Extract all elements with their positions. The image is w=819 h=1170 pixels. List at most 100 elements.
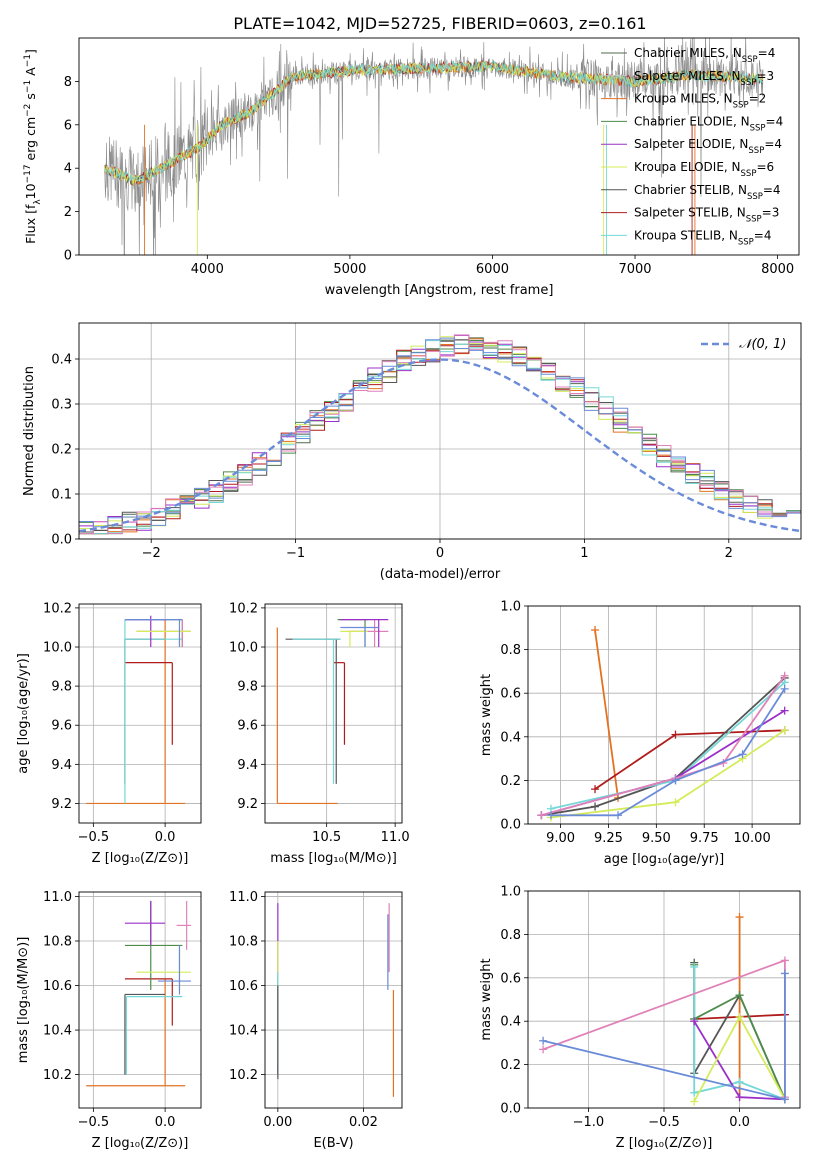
legend-text: Salpeter ELODIE, N: [634, 137, 748, 151]
series-marker-ks: [690, 1088, 699, 1097]
y-axis-label-part: −2: [23, 104, 33, 117]
x-axis-label: (data-model)/error: [380, 567, 501, 582]
series-line-km: [594, 629, 619, 798]
x-tick-label: 0.0: [155, 1115, 176, 1130]
y-tick-label: 10.8: [43, 934, 72, 949]
plot-area: [276, 619, 389, 805]
spectrum-panel: 4000 5000 6000 7000 8000 0 2 4 6 8 wavelength [Ang…: [23, 37, 800, 298]
legend-text: Kroupa ELODIE, N: [634, 160, 741, 174]
legend-sub: SSP: [746, 215, 762, 225]
series-marker-ks: [690, 962, 699, 971]
legend-entry: Chabrier MILES, NSSP=4: [634, 46, 775, 65]
mass-vs-ebv-panel: 0.00 0.02 10.2 10.4 10.6 10.8 11.0 E(B-V): [229, 890, 403, 1151]
axes-frame: [264, 603, 403, 824]
x-tick-label: 0.0: [155, 830, 176, 845]
y-axis-label: Flux [fλ10−17 erg cm−2 s−1 A−1]: [23, 49, 43, 244]
series-marker-pink: [780, 956, 789, 965]
spectrum-data-line: [104, 38, 764, 255]
series-line-ks: [693, 967, 786, 1101]
series-marker-blue: [780, 969, 789, 978]
x-tick-label: 10.00: [734, 831, 771, 846]
legend-text: Salpeter MILES, N: [634, 69, 741, 83]
legend-sub: SSP: [748, 146, 764, 156]
axes: −1.0 −0.5 0.0 0.0 0.2 0.4 0.6 0.8 1.0 Z [log₁₀(Z/…: [479, 885, 801, 1151]
legend-entry: Salpeter ELODIE, NSSP=4: [634, 137, 782, 156]
series-marker-pink: [780, 671, 789, 680]
series-marker-ke: [735, 1012, 744, 1021]
series-marker-km: [591, 625, 600, 634]
grid: [528, 890, 800, 1109]
legend-sub: SSP: [750, 123, 766, 133]
y-tick-label: 0.2: [500, 774, 521, 789]
y-axis-label-part: erg cm: [23, 117, 38, 165]
y-tick-label: 1.0: [500, 600, 521, 615]
series-marker-pink: [537, 811, 546, 820]
y-tick-label: 0.8: [500, 928, 521, 943]
legend-sub: SSP: [747, 192, 763, 202]
y-tick-label: 4: [64, 162, 72, 177]
legend-entry: Chabrier STELIB, NSSP=4: [634, 183, 781, 202]
y-axis-label: mass weight: [479, 958, 494, 1040]
y-tick-label: 9.4: [237, 758, 258, 773]
legend-tail: =3: [756, 69, 774, 83]
grid: [265, 892, 402, 1108]
legend-sub: SSP: [741, 169, 757, 179]
axes-frame: [78, 322, 802, 540]
y-tick-label: 10.8: [229, 934, 258, 949]
y-tick-label: 0.4: [500, 730, 521, 745]
x-tick-label: −1.0: [573, 1115, 605, 1130]
x-tick-label: −0.5: [78, 1115, 110, 1130]
x-axis-label: E(B-V): [313, 1136, 353, 1151]
y-axis-label-part: −1: [23, 80, 33, 93]
x-tick-label: 0: [436, 546, 444, 561]
legend-entry: Kroupa STELIB, NSSP=4: [634, 228, 772, 247]
series-marker-blue: [780, 684, 789, 693]
x-axis-label: age [log₁₀(age/yr)]: [604, 852, 725, 867]
y-axis-label: age [log₁₀(age/yr)]: [16, 653, 31, 774]
plot-area: [539, 913, 789, 1106]
x-tick-label: 8000: [761, 262, 794, 277]
legend-entry: Salpeter STELIB, NSSP=3: [634, 206, 779, 225]
y-axis-label: Normed distribution: [22, 366, 37, 496]
weight-vs-metallicity-panel: −1.0 −0.5 0.0 0.0 0.2 0.4 0.6 0.8 1.0 Z [log₁₀(Z/…: [479, 885, 801, 1151]
x-tick-label: 9.50: [642, 831, 671, 846]
axes-frame: [527, 605, 801, 825]
series-marker-blue: [546, 811, 555, 820]
series-marker-se: [690, 1017, 699, 1026]
y-tick-label: 0.2: [51, 443, 72, 458]
y-tick-label: 11.0: [43, 890, 72, 905]
y-tick-label: 0.1: [51, 488, 72, 503]
legend-text: Kroupa STELIB, N: [634, 228, 738, 242]
y-tick-label: 0.2: [500, 1058, 521, 1073]
series-line-ke: [550, 729, 786, 819]
legend-text: Salpeter STELIB, N: [634, 206, 746, 220]
y-tick-label: 2: [64, 205, 72, 220]
series-marker-ke: [671, 798, 680, 807]
y-tick-label: 0.0: [500, 818, 521, 833]
figure-title: PLATE=1042, MJD=52725, FIBERID=0603, z=0…: [233, 14, 646, 33]
y-tick-label: 0.0: [500, 1102, 521, 1117]
legend-tail: =6: [756, 160, 774, 174]
plot-area: [86, 900, 191, 1087]
series-marker-km: [735, 913, 744, 922]
histogram-pink: [79, 334, 801, 535]
legend-tail: =4: [764, 137, 782, 151]
y-axis-label-part: λ: [33, 199, 43, 205]
series-marker-blue: [539, 1036, 548, 1045]
legend-entry: Chabrier ELODIE, NSSP=4: [634, 114, 783, 133]
legend-tail: =4: [766, 114, 784, 128]
plot-area: [277, 903, 395, 1097]
y-tick-label: 10.2: [229, 1068, 258, 1083]
series-marker-pink: [539, 1045, 548, 1054]
legend-sub: SSP: [738, 237, 754, 247]
y-tick-label: 1.0: [500, 885, 521, 900]
y-tick-label: 8: [64, 75, 72, 90]
y-tick-label: 9.6: [237, 719, 258, 734]
y-tick-label: 10.2: [43, 1068, 72, 1083]
axes: −0.5 0.0 9.2 9.4 9.6 9.8 10.0 10.2 Z [log₁₀(Z/Z⊙…: [16, 601, 202, 866]
y-tick-label: 0: [64, 249, 72, 264]
y-tick-label: 9.8: [237, 680, 258, 695]
y-tick-label: 0.6: [500, 687, 521, 702]
series-marker-ss: [671, 730, 680, 739]
axes-frame: [78, 891, 202, 1109]
